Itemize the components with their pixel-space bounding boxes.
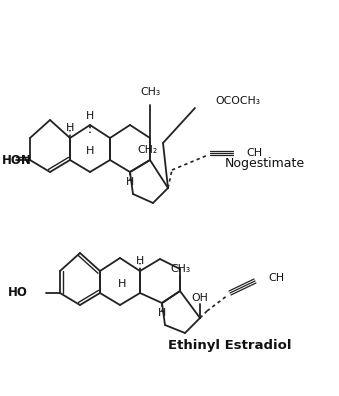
Text: CH: CH [268, 273, 284, 283]
Text: H: H [118, 279, 126, 289]
Text: H: H [158, 308, 166, 318]
Text: CH₃: CH₃ [140, 87, 160, 97]
Text: CH: CH [246, 148, 262, 158]
Text: CH₂: CH₂ [138, 145, 158, 155]
Text: Nogestimate: Nogestimate [225, 156, 305, 169]
Text: H: H [86, 111, 94, 121]
Text: CH₃: CH₃ [170, 264, 190, 274]
Text: H: H [66, 123, 74, 133]
Text: OCOCH₃: OCOCH₃ [215, 96, 260, 106]
Text: HO: HO [8, 286, 28, 299]
Text: OH: OH [192, 293, 208, 303]
Text: H: H [136, 256, 144, 266]
Text: Ethinyl Estradiol: Ethinyl Estradiol [168, 339, 292, 352]
Text: HON: HON [2, 154, 32, 166]
Text: H: H [86, 146, 94, 156]
Text: H: H [126, 177, 134, 187]
